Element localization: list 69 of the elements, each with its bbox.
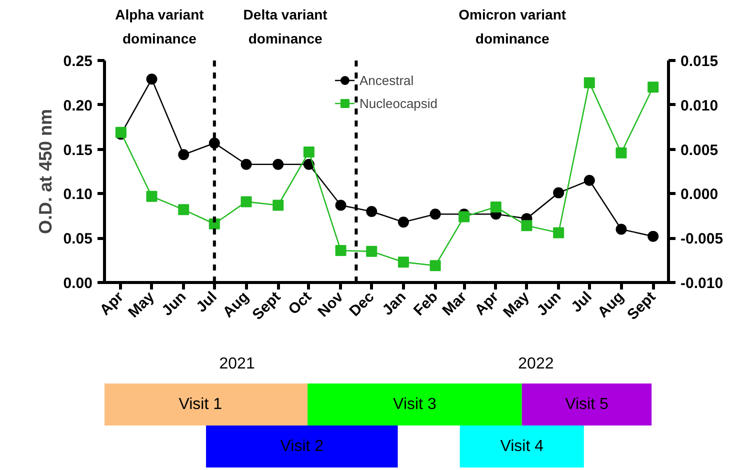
y-tick-label: 0.15 xyxy=(63,142,93,159)
x-tick-label: Nov xyxy=(314,288,348,321)
legend-label: Nucleocapsid xyxy=(359,96,438,110)
point xyxy=(146,74,158,85)
point xyxy=(178,149,190,160)
point xyxy=(584,77,595,88)
point xyxy=(616,224,627,235)
point xyxy=(430,260,441,272)
text: Omicron variant dominance xyxy=(458,6,566,46)
point xyxy=(553,227,564,238)
point xyxy=(648,82,659,93)
point xyxy=(366,246,378,257)
x-tick-label: Mar xyxy=(439,288,470,320)
x-tick-label: Apr xyxy=(472,288,502,319)
y2-tick-label: -0.005 xyxy=(680,230,724,248)
y2-tick-label: 0.015 xyxy=(680,53,718,70)
text: Alpha variant dominance xyxy=(115,6,204,46)
point xyxy=(490,202,502,213)
x-tick-label: Jul xyxy=(193,288,220,316)
point xyxy=(648,230,659,242)
x-tick-label: Jul xyxy=(568,288,596,316)
point xyxy=(178,204,190,216)
text: 2022 xyxy=(518,356,554,372)
x-tick-label: Apr xyxy=(96,288,128,319)
y2-tick-label: 0.000 xyxy=(680,186,718,204)
x-tick-label: Jun xyxy=(158,288,190,320)
text: Delta variant dominance xyxy=(243,6,328,46)
point xyxy=(240,158,252,170)
point xyxy=(616,147,627,158)
y-tick-label: 0.25 xyxy=(63,53,93,70)
text: Visit 4 xyxy=(500,438,544,455)
x-tick-label: May xyxy=(125,288,158,322)
y-axis-title: O.D. at 450 nm xyxy=(35,108,56,234)
y-tick-label: 0.00 xyxy=(63,275,93,292)
point xyxy=(146,190,158,202)
y-tick-label: 0.10 xyxy=(63,186,93,204)
point xyxy=(398,216,409,228)
text: Visit 3 xyxy=(393,396,436,413)
point xyxy=(366,206,378,217)
x-tick-label: Jan xyxy=(379,288,410,319)
text: Visit 2 xyxy=(280,438,324,455)
x-tick-label: Dec xyxy=(346,288,378,320)
point xyxy=(584,174,595,186)
text: 2021 xyxy=(219,356,255,372)
y-tick-label: 0.20 xyxy=(63,97,93,114)
point xyxy=(240,196,252,208)
y2-tick-label: 0.010 xyxy=(680,97,718,114)
text: Visit 1 xyxy=(178,396,222,413)
point xyxy=(335,245,346,256)
x-tick-label: Aug xyxy=(594,288,628,322)
point xyxy=(272,158,284,170)
point xyxy=(272,200,284,211)
point xyxy=(553,187,564,198)
text: Visit 5 xyxy=(565,396,608,413)
x-tick-label: Aug xyxy=(220,288,252,322)
x-tick-label: Feb xyxy=(410,288,442,320)
x-tick-label: Jun xyxy=(534,288,565,320)
legend-label: Ancestral xyxy=(359,72,414,88)
point xyxy=(398,256,409,268)
point xyxy=(458,211,470,222)
y2-tick-label: -0.010 xyxy=(680,275,724,292)
point xyxy=(303,146,314,158)
x-tick-label: May xyxy=(500,288,534,322)
point xyxy=(521,220,532,232)
point xyxy=(430,208,441,220)
y-tick-label: 0.05 xyxy=(63,230,93,248)
point xyxy=(335,200,346,211)
x-tick-label: Oct xyxy=(285,288,315,318)
y2-tick-label: 0.005 xyxy=(680,142,718,159)
